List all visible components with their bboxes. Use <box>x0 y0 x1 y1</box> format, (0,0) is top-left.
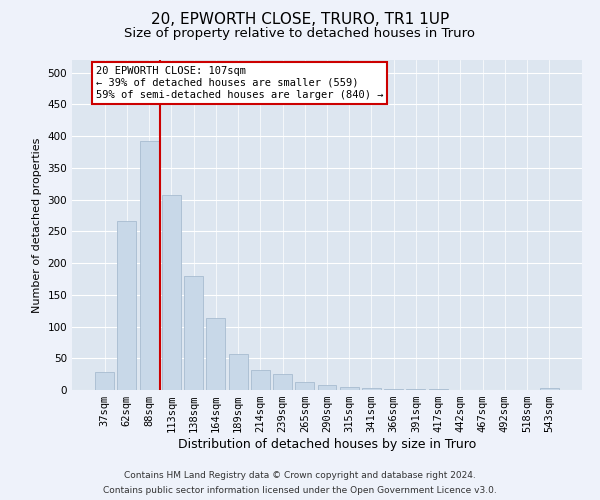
Bar <box>162 194 181 390</box>
Y-axis label: Number of detached properties: Number of detached properties <box>32 138 42 312</box>
Bar <box>273 374 292 390</box>
Text: Contains HM Land Registry data © Crown copyright and database right 2024.: Contains HM Land Registry data © Crown c… <box>124 471 476 480</box>
Text: Size of property relative to detached houses in Truro: Size of property relative to detached ho… <box>125 28 476 40</box>
Bar <box>362 388 381 390</box>
Bar <box>118 220 136 390</box>
X-axis label: Distribution of detached houses by size in Truro: Distribution of detached houses by size … <box>178 438 476 451</box>
Bar <box>229 354 248 390</box>
Bar <box>317 385 337 390</box>
Text: Contains public sector information licensed under the Open Government Licence v3: Contains public sector information licen… <box>103 486 497 495</box>
Bar <box>295 382 314 390</box>
Bar <box>140 140 158 390</box>
Bar <box>540 388 559 390</box>
Bar <box>206 318 225 390</box>
Bar <box>384 388 403 390</box>
Text: 20 EPWORTH CLOSE: 107sqm
← 39% of detached houses are smaller (559)
59% of semi-: 20 EPWORTH CLOSE: 107sqm ← 39% of detach… <box>96 66 383 100</box>
Bar <box>184 276 203 390</box>
Bar <box>95 372 114 390</box>
Bar <box>251 370 270 390</box>
Text: 20, EPWORTH CLOSE, TRURO, TR1 1UP: 20, EPWORTH CLOSE, TRURO, TR1 1UP <box>151 12 449 28</box>
Bar <box>340 387 359 390</box>
